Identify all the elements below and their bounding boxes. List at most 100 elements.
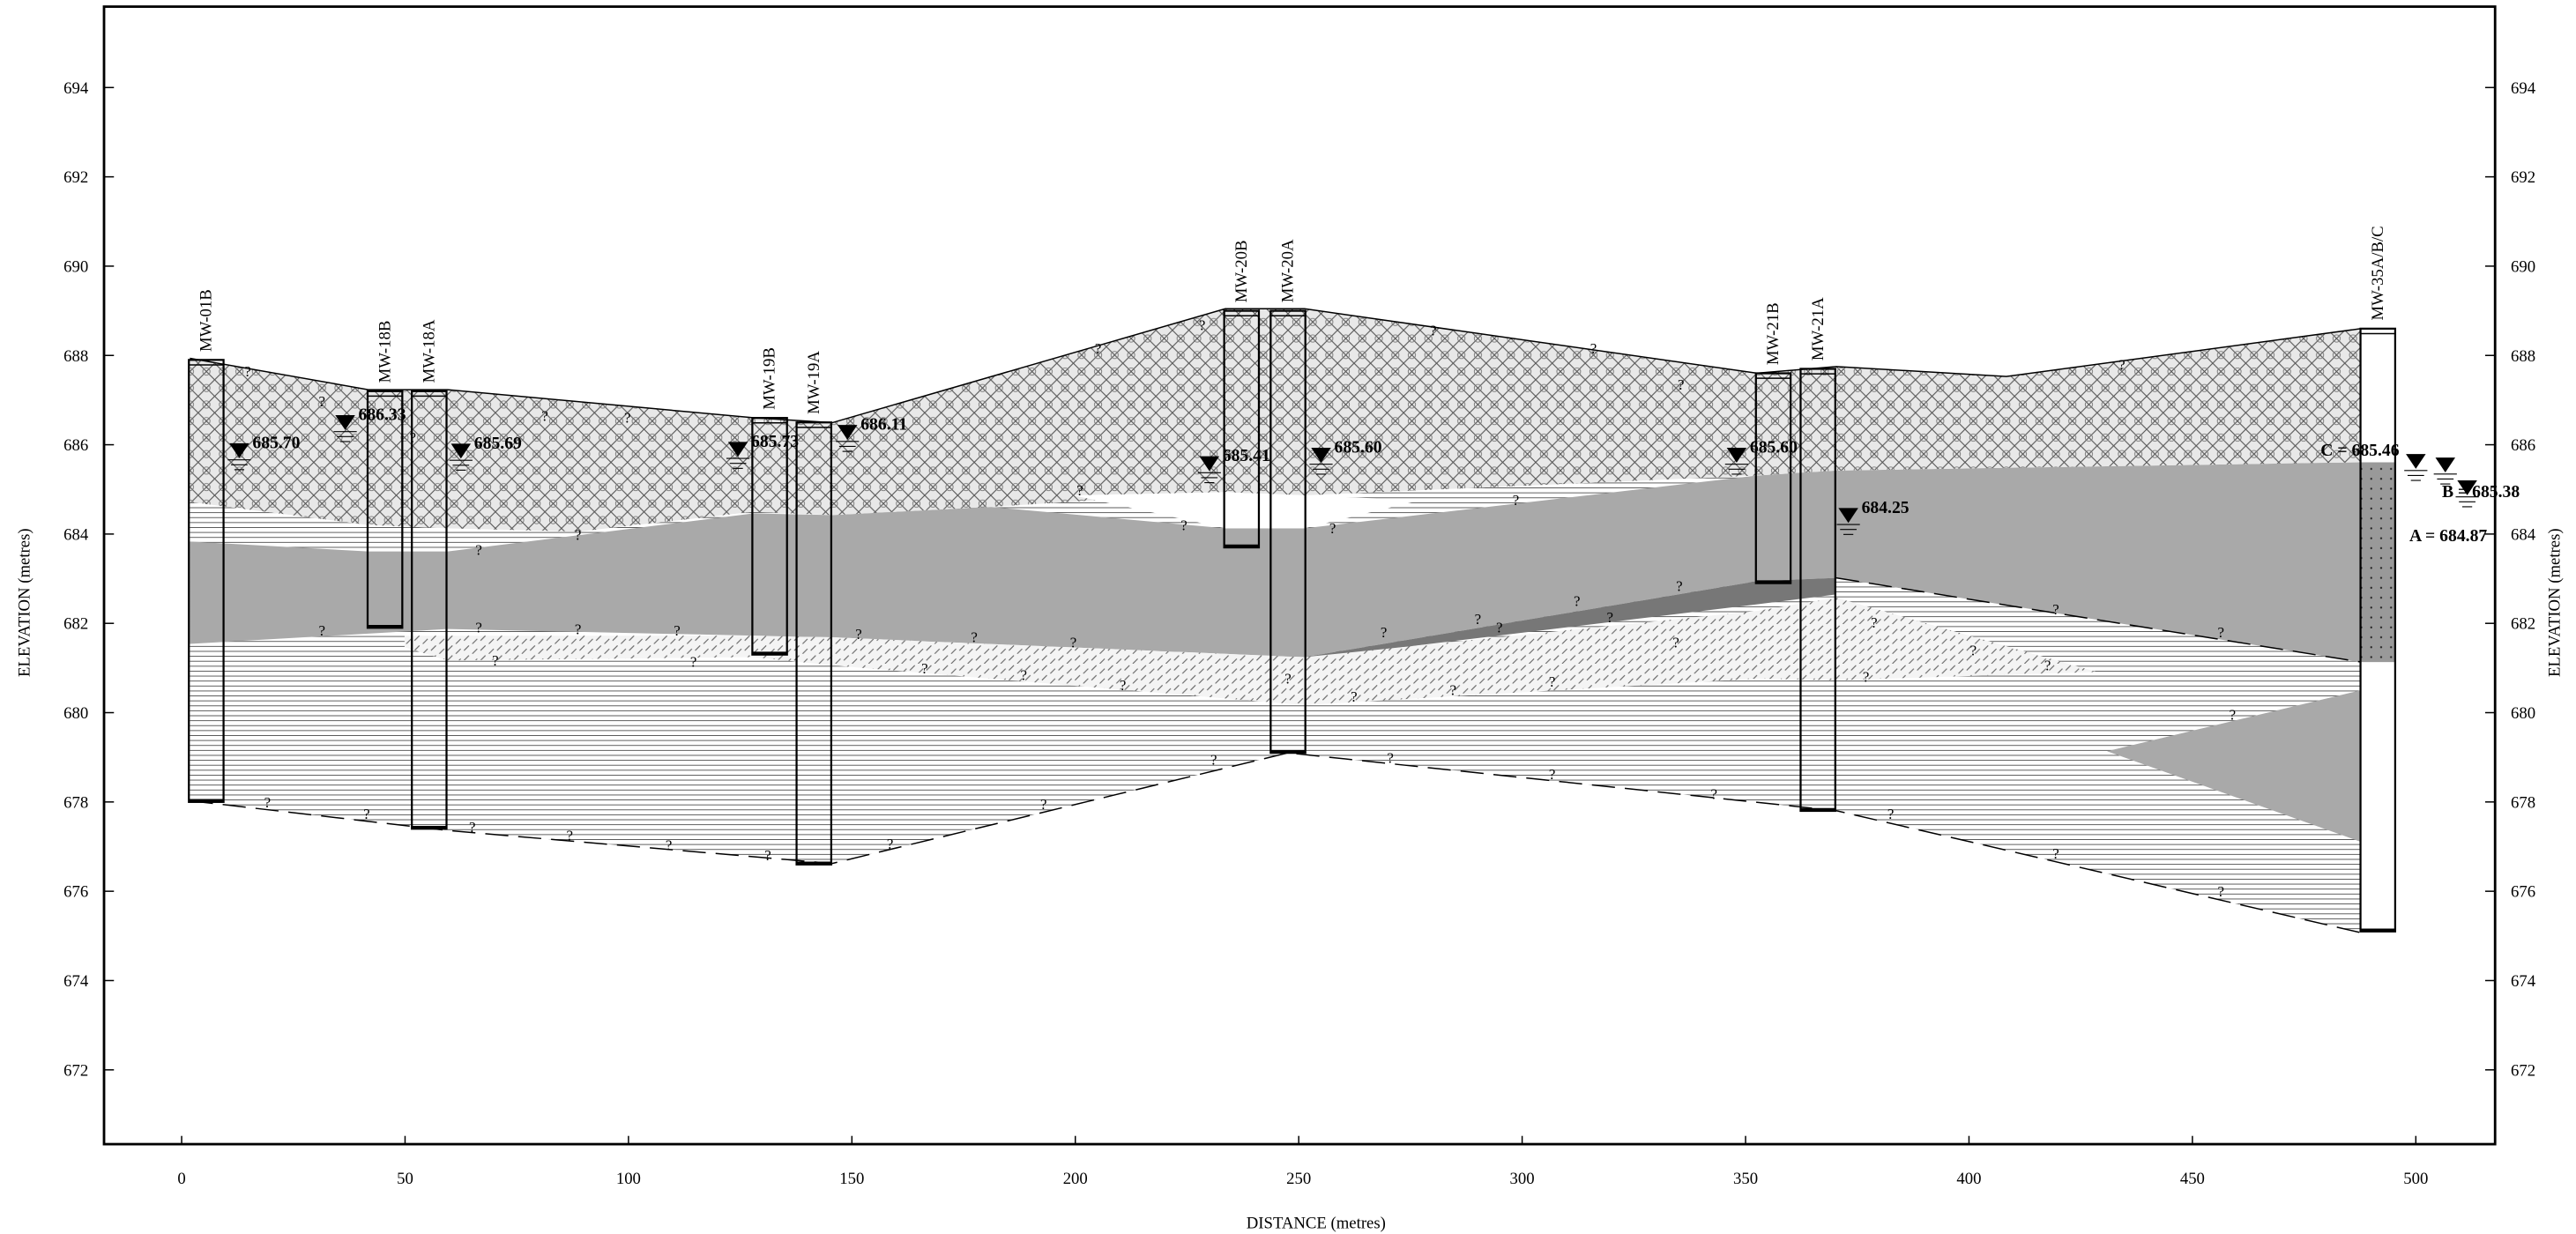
y-tick-label: 694 [2511, 79, 2536, 98]
uncertain-contact: ? [1549, 673, 1555, 690]
uncertain-contact: ? [1672, 634, 1679, 650]
y-tick-label: 688 [63, 347, 88, 366]
uncertain-contact: ? [1076, 482, 1083, 499]
cross-section: DISTANCE (metres) ELEVATION (metres) ELE… [0, 0, 2576, 1234]
y-tick-label: 688 [2511, 347, 2535, 366]
uncertain-contact: ? [1381, 624, 1387, 641]
uncertain-contact: ? [764, 847, 771, 864]
y-tick-label: 678 [63, 793, 88, 812]
uncertain-contact: ? [469, 819, 475, 836]
well-label: MW-20B [1232, 241, 1251, 303]
uncertain-contact: ? [566, 827, 572, 844]
x-axis-title: DISTANCE (metres) [1247, 1215, 1386, 1233]
well-label: MW-01B [197, 289, 216, 352]
uncertain-contact: ? [2118, 357, 2125, 374]
uncertain-contact: ? [264, 794, 271, 811]
y-tick-label: 674 [2511, 972, 2536, 991]
y-tick-label: 680 [63, 704, 88, 723]
x-tick-label: 500 [2403, 1170, 2428, 1188]
uncertain-contact: ? [541, 408, 547, 425]
y-tick-label: 672 [63, 1061, 88, 1080]
x-tick-label: 250 [1286, 1170, 1311, 1188]
uncertain-contact: ? [971, 629, 977, 646]
uncertain-contact: ? [410, 429, 416, 446]
uncertain-contact: ? [363, 806, 369, 822]
uncertain-contact: ? [1871, 614, 1877, 631]
uncertain-contact: ? [1387, 749, 1393, 766]
water-level-label: 685.70 [252, 434, 300, 453]
water-level-label: 685.60 [1750, 438, 1798, 457]
uncertain-contact: ? [1607, 609, 1613, 626]
uncertain-contact: ? [921, 660, 927, 677]
y-axis-title: ELEVATION (metres) [16, 528, 34, 677]
well-label: MW-20A [1279, 239, 1298, 302]
uncertain-contact: ? [1496, 619, 1502, 636]
uncertain-contact: ? [1574, 592, 1580, 609]
uncertain-contact: ? [1970, 643, 1977, 659]
uncertain-contact: ? [666, 837, 672, 854]
x-tick-label: 350 [1733, 1170, 1758, 1188]
uncertain-contact: ? [887, 836, 893, 852]
uncertain-contact: ? [1863, 669, 1869, 686]
y-tick-label: 672 [2511, 1061, 2535, 1080]
uncertain-contact: ? [1180, 517, 1187, 533]
uncertain-contact: ? [244, 363, 250, 380]
uncertain-contact: ? [1711, 786, 1717, 803]
x-tick-label: 0 [177, 1170, 185, 1188]
y-tick-label: 682 [2511, 615, 2535, 634]
uncertain-contact: ? [2218, 883, 2224, 900]
uncertain-contact: ? [1210, 751, 1217, 768]
x-tick-label: 100 [616, 1170, 641, 1188]
uncertain-contact: ? [855, 626, 861, 643]
water-level-label: 685.73 [751, 432, 799, 451]
uncertain-contact: ? [674, 622, 680, 639]
uncertain-contact: ? [1430, 322, 1436, 338]
well-label: MW-21A [1809, 297, 1828, 361]
uncertain-contact: ? [1678, 376, 1684, 393]
well-label: MW-19A [805, 351, 823, 414]
y-tick-label: 692 [2511, 168, 2535, 187]
uncertain-contact: ? [1549, 766, 1555, 783]
uncertain-contact: ? [475, 619, 481, 636]
uncertain-contact: ? [1040, 796, 1046, 813]
uncertain-contact: ? [2218, 624, 2224, 641]
well-label: MW-18B [376, 321, 394, 383]
uncertain-contact: ? [1284, 670, 1291, 687]
uncertain-contact: ? [319, 622, 325, 639]
well-label: MW-35A/B/C [2369, 226, 2387, 320]
y-tick-label: 694 [63, 79, 89, 98]
y-tick-label: 674 [63, 972, 89, 991]
uncertain-contact: ? [2230, 707, 2236, 724]
water-level-label: 685.69 [474, 434, 522, 453]
uncertain-contact: ? [1070, 634, 1076, 650]
uncertain-contact: ? [2052, 845, 2059, 862]
uncertain-contact: ? [1199, 317, 1205, 334]
well-label: MW-21B [1764, 302, 1783, 365]
y-tick-label: 680 [2511, 704, 2535, 723]
water-level-label: 685.41 [1223, 446, 1270, 465]
y-tick-label: 678 [2511, 793, 2535, 812]
uncertain-contact: ? [1329, 520, 1336, 537]
water-level-label: 684.25 [1862, 498, 1910, 517]
uncertain-contact: ? [575, 621, 581, 637]
y-tick-label: 676 [63, 883, 88, 902]
uncertain-contact: ? [1887, 806, 1894, 822]
water-level-label: 686.11 [860, 415, 907, 435]
uncertain-contact: ? [690, 654, 696, 671]
uncertain-contact: ? [492, 652, 498, 669]
x-tick-label: 450 [2180, 1170, 2205, 1188]
uncertain-contact: ? [1590, 340, 1597, 357]
uncertain-contact: ? [1351, 688, 1357, 705]
uncertain-contact: ? [575, 527, 581, 544]
y-tick-label: 686 [2511, 436, 2535, 455]
uncertain-contact: ? [1450, 682, 1456, 699]
water-level-label: A = 684.87 [2409, 526, 2487, 546]
y-tick-label: 676 [2511, 883, 2535, 902]
uncertain-contact: ? [1676, 578, 1682, 595]
uncertain-contact: ? [319, 393, 325, 410]
y-tick-label: 686 [63, 436, 88, 455]
uncertain-contact: ? [2044, 658, 2051, 674]
page: { "x_axis": {"label": "DISTANCE (metres)… [0, 0, 2576, 1234]
water-level-label: C = 685.46 [2320, 441, 2399, 460]
well-label: MW-19B [761, 347, 779, 410]
